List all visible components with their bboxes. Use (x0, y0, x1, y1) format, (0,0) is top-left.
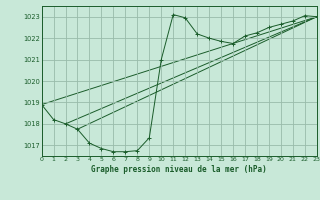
X-axis label: Graphe pression niveau de la mer (hPa): Graphe pression niveau de la mer (hPa) (91, 165, 267, 174)
